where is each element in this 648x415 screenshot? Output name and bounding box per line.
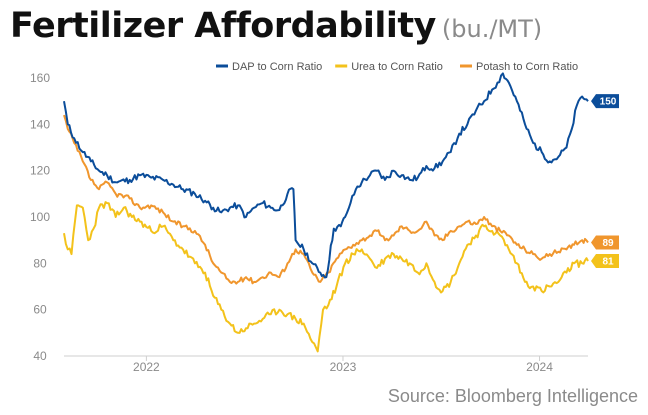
y-tick-label-80: 80 [33, 256, 47, 270]
potash-to-corn-ratio-end-label-text: 89 [602, 238, 614, 249]
urea-to-corn-ratio-end-label-tag [591, 254, 619, 269]
legend-urea-to-corn-ratio-label: Urea to Corn Ratio [351, 61, 443, 73]
dap-to-corn-ratio-end-label-text: 150 [600, 97, 617, 108]
legend-potash-to-corn-ratio-label: Potash to Corn Ratio [476, 61, 578, 73]
legend: Potash to Corn Ratio Urea to Corn Ratio DA… [216, 61, 578, 73]
chart-title: Fertilizer Affordability [10, 6, 436, 46]
y-tick-label-160: 160 [30, 71, 50, 85]
dap-to-corn-ratio-line [63, 72, 589, 279]
potash-to-corn-ratio-end-label-tag [591, 235, 619, 250]
x-axis: 2022 2023 2024 [64, 355, 588, 374]
y-tick-label-100: 100 [30, 210, 50, 224]
urea-to-corn-ratio-end-label: 81 [591, 254, 619, 269]
legend-dap-to-corn-ratio-label: DAP to Corn Ratio [232, 61, 322, 73]
title-block: Fertilizer Affordability (bu./MT) [10, 6, 542, 46]
source-note: Source: Bloomberg Intelligence [387, 386, 638, 406]
dap-to-corn-ratio-end-label: 150 [591, 94, 619, 109]
y-axis: 40 60 80 100 120 140 160 [30, 71, 50, 363]
potash-to-corn-ratio-line [63, 114, 589, 285]
x-tick-label-2022: 2022 [133, 360, 160, 374]
dap-to-corn-ratio-end-label-tag [591, 94, 619, 109]
potash-to-corn-ratio-end-label: 89 [591, 235, 619, 250]
y-tick-label-140: 140 [30, 117, 50, 131]
urea-to-corn-ratio-end-label-text: 81 [602, 257, 614, 268]
x-tick-label-2023: 2023 [330, 360, 357, 374]
y-tick-label-60: 60 [33, 303, 47, 317]
y-tick-label-40: 40 [33, 349, 47, 363]
x-tick-label-2024: 2024 [526, 360, 553, 374]
y-tick-label-120: 120 [30, 164, 50, 178]
chart-subtitle: (bu./MT) [441, 15, 543, 43]
series-lines [63, 72, 589, 353]
end-labels: 81 89 150 [591, 94, 619, 269]
urea-to-corn-ratio-line [63, 201, 589, 353]
